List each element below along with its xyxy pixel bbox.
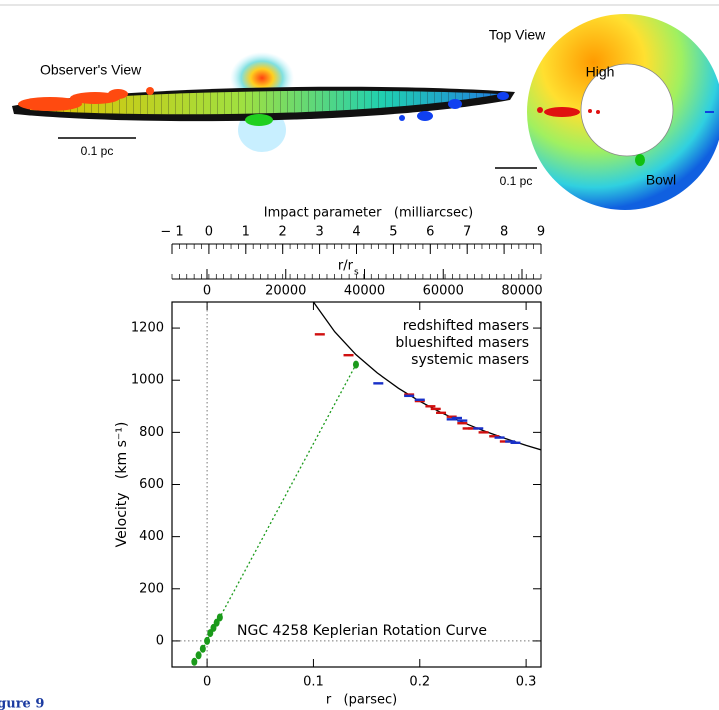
maser-point: [195, 651, 202, 660]
maser-point: [505, 440, 516, 443]
x-tick-label: 0.3: [516, 675, 537, 690]
top-axis-tick-label: 5: [389, 225, 397, 240]
observer-view-label: Observer's View: [40, 62, 142, 78]
x-tick-label: 0.1: [303, 675, 324, 690]
maser-point: [478, 431, 489, 434]
top-axis-tick-label: 9: [537, 225, 545, 240]
second-axis-tick-label: 0: [203, 284, 211, 299]
maser-point: [467, 427, 478, 430]
top-axis-tick-label: 2: [279, 225, 287, 240]
maser-point: [314, 333, 325, 336]
maser-point: [451, 416, 462, 420]
maser-point: [499, 440, 510, 443]
maser-point: [510, 441, 521, 444]
y-tick-label: 1200: [131, 321, 164, 336]
y-tick-label: 200: [139, 581, 164, 596]
y-tick-label: 600: [139, 477, 164, 492]
maser-point: [414, 399, 425, 403]
top-axis-tick-label: 6: [426, 225, 434, 240]
top-view: Top View High Bowl 0.1 pc: [489, 10, 719, 220]
maser-point: [473, 427, 484, 430]
x-tick-label: 0: [203, 675, 211, 690]
y-tick-label: 400: [139, 529, 164, 544]
maser-point: [446, 418, 457, 421]
maser-point: [191, 657, 198, 666]
systemic-masers-illustration: [245, 114, 273, 126]
top-axis-label: Impact parameter (milliarcsec): [264, 206, 473, 221]
maser-point: [204, 636, 211, 645]
maser-point: [436, 411, 447, 415]
legend-entry: blueshifted masers: [395, 335, 529, 351]
maser-point: [430, 407, 441, 411]
caption: Figure 9: [0, 697, 44, 710]
top-axis-tick-label: − 1: [160, 225, 183, 240]
maser-point: [404, 393, 415, 396]
annotation: NGC 4258 Keplerian Rotation Curve: [237, 623, 487, 639]
top-view-label: Top View: [489, 27, 546, 43]
x-axis-label: r (parsec): [326, 693, 397, 708]
maser-point: [343, 353, 354, 357]
maser-point: [425, 405, 436, 408]
top-red-masers: [537, 107, 600, 117]
second-axis-tick-label: 40000: [344, 284, 385, 299]
top-axis-tick-label: 7: [463, 225, 471, 240]
y-tick-label: 800: [139, 425, 164, 440]
y-axis-label: Velocity (km s⁻¹): [114, 422, 130, 548]
top-scale-label: 0.1 pc: [500, 174, 533, 188]
legend-entry: redshifted masers: [403, 318, 529, 334]
maser-point: [352, 360, 359, 369]
observer-view: Observer's View 0.1 pc: [12, 52, 515, 158]
x-tick-label: 0.2: [409, 675, 430, 690]
top-axis-tick-label: 4: [352, 225, 360, 240]
scale-label: 0.1 pc: [81, 144, 114, 158]
maser-point: [199, 644, 206, 653]
maser-point: [446, 415, 457, 418]
maser-point: [489, 435, 500, 438]
legend-entry: systemic masers: [411, 352, 529, 368]
second-axis-tick-label: 20000: [265, 284, 306, 299]
top-axis-tick-label: 0: [205, 225, 213, 240]
maser-point: [216, 613, 223, 622]
red-masers-illustration: [18, 87, 154, 111]
top-axis-tick-label: 3: [315, 225, 323, 240]
y-tick-label: 1000: [131, 373, 164, 388]
top-axis-tick-label: 1: [242, 225, 250, 240]
maser-point: [414, 398, 425, 401]
top-systemic: [635, 154, 645, 166]
top-axis-tick-label: 8: [500, 225, 508, 240]
second-axis-label: r/r: [338, 259, 354, 274]
high-label: High: [586, 64, 615, 80]
maser-point: [457, 419, 468, 422]
maser-point: [404, 394, 415, 398]
maser-point: [494, 436, 505, 439]
blue-masers-illustration: [399, 92, 509, 121]
maser-point: [462, 427, 473, 430]
second-axis-label-sub: s: [354, 268, 359, 278]
maser-point: [373, 382, 384, 385]
chart: 0 0.1 0.2 0.3r (parsec)02004006008001000120…: [114, 206, 545, 708]
y-tick-label: 0: [156, 633, 164, 648]
disk-grid: [30, 90, 500, 115]
second-axis-tick-label: 80000: [501, 284, 542, 299]
bowl-label: Bowl: [646, 172, 676, 188]
donut-inner-edge: [580, 63, 674, 157]
second-axis-tick-label: 60000: [423, 284, 464, 299]
maser-point: [457, 422, 468, 425]
